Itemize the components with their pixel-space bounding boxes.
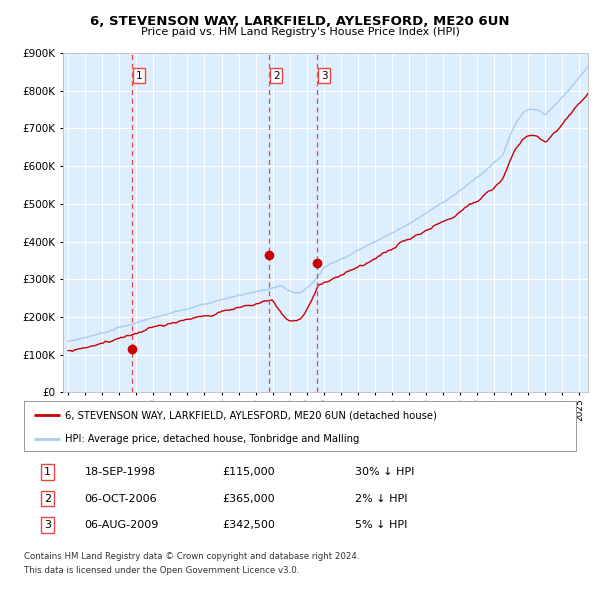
Text: 30% ↓ HPI: 30% ↓ HPI: [355, 467, 415, 477]
Text: £365,000: £365,000: [223, 494, 275, 503]
Text: 2% ↓ HPI: 2% ↓ HPI: [355, 494, 408, 503]
Text: 06-OCT-2006: 06-OCT-2006: [85, 494, 157, 503]
Text: HPI: Average price, detached house, Tonbridge and Malling: HPI: Average price, detached house, Tonb…: [65, 434, 360, 444]
Text: 6, STEVENSON WAY, LARKFIELD, AYLESFORD, ME20 6UN: 6, STEVENSON WAY, LARKFIELD, AYLESFORD, …: [90, 15, 510, 28]
Text: 5% ↓ HPI: 5% ↓ HPI: [355, 520, 407, 530]
Text: 1: 1: [136, 71, 142, 81]
Text: 2: 2: [273, 71, 280, 81]
Text: 2: 2: [44, 494, 51, 503]
Text: This data is licensed under the Open Government Licence v3.0.: This data is licensed under the Open Gov…: [24, 566, 299, 575]
Text: 3: 3: [44, 520, 51, 530]
Text: 1: 1: [44, 467, 51, 477]
Text: 06-AUG-2009: 06-AUG-2009: [85, 520, 159, 530]
Text: 3: 3: [321, 71, 328, 81]
Text: £115,000: £115,000: [223, 467, 275, 477]
Text: £342,500: £342,500: [223, 520, 275, 530]
Text: 18-SEP-1998: 18-SEP-1998: [85, 467, 156, 477]
Text: 6, STEVENSON WAY, LARKFIELD, AYLESFORD, ME20 6UN (detached house): 6, STEVENSON WAY, LARKFIELD, AYLESFORD, …: [65, 410, 437, 420]
Text: Price paid vs. HM Land Registry's House Price Index (HPI): Price paid vs. HM Land Registry's House …: [140, 27, 460, 37]
Text: Contains HM Land Registry data © Crown copyright and database right 2024.: Contains HM Land Registry data © Crown c…: [24, 552, 359, 560]
